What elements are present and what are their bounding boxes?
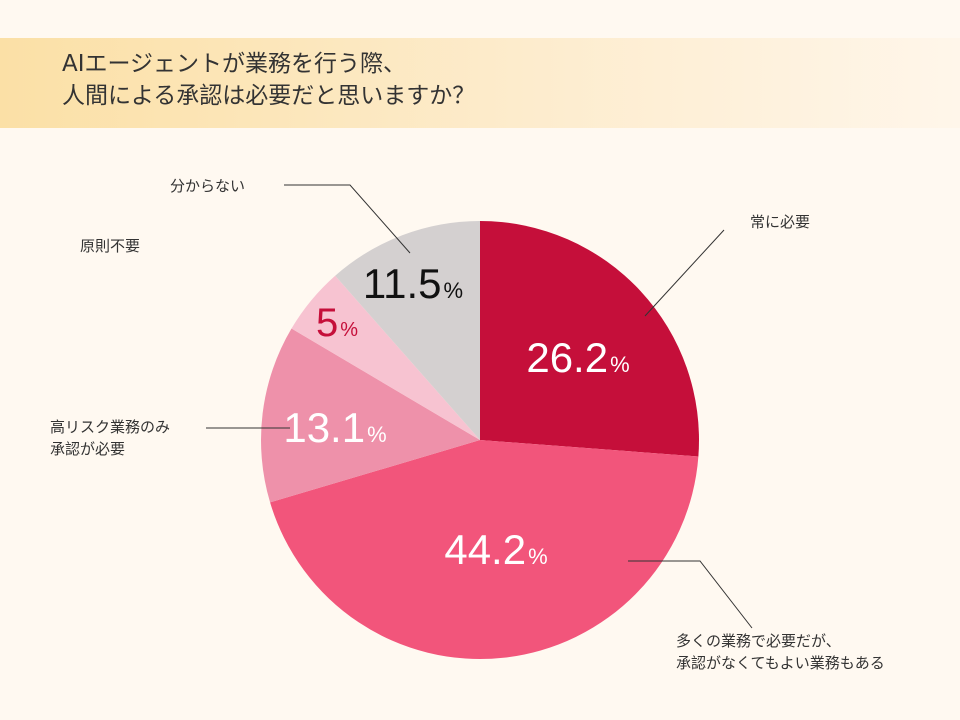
value-label-always-unit: % [610,352,630,377]
callout-many: 多くの業務で必要だが、 承認がなくてもよい業務もある [676,630,885,674]
value-label-high-risk: 13.1% [283,404,386,451]
chart-title-line-2: 人間による承認は必要だと思いますか？ [62,83,476,109]
value-label-unknown-number: 11.5 [363,260,442,307]
value-label-unknown-unit: % [444,278,464,303]
value-label-high-risk-number: 13.1 [283,404,365,451]
value-label-unknown: 11.5% [363,260,463,307]
value-label-many-number: 44.2 [444,526,526,573]
callout-high-risk: 高リスク業務のみ 承認が必要 [50,416,170,460]
pie-slice-not-needed [291,275,480,440]
pie-slices [261,221,699,659]
leader-line-always [644,229,725,317]
leader-lines [206,184,753,629]
callout-high-risk-line-1: 高リスク業務のみ [50,418,171,436]
value-labels: 26.2% 44.2% 13.1% 5% 11.5% [283,260,629,573]
value-label-many: 44.2% [444,526,547,573]
callout-always: 常に必要 [750,213,811,231]
pie-slice-unknown [335,221,480,440]
value-label-always: 26.2% [526,334,629,381]
value-label-many-unit: % [528,544,548,569]
pie-slice-high-risk [261,328,480,503]
callout-unknown: 分からない [170,177,246,195]
value-label-high-risk-unit: % [367,422,387,447]
value-label-not-needed-number: 5 [316,301,338,345]
value-label-always-number: 26.2 [526,334,608,381]
callout-many-line-1: 多くの業務で必要だが、 [676,632,841,650]
callout-many-line-2: 承認がなくてもよい業務もある [676,654,885,672]
callout-not-needed: 原則不要 [80,237,141,255]
chart-title: AIエージェントが業務を行う際、 人間による承認は必要だと思いますか？ [62,48,762,112]
pie-slice-always [480,221,699,457]
value-label-not-needed: 5% [316,301,358,345]
chart-title-line-1: AIエージェントが業務を行う際、 [62,51,407,77]
leader-line-many [628,560,753,629]
value-label-not-needed-unit: % [340,319,358,341]
callout-high-risk-line-2: 承認が必要 [50,440,126,458]
leader-line-unknown [284,184,411,254]
pie-slice-many [270,440,699,659]
title-banner [0,38,960,128]
